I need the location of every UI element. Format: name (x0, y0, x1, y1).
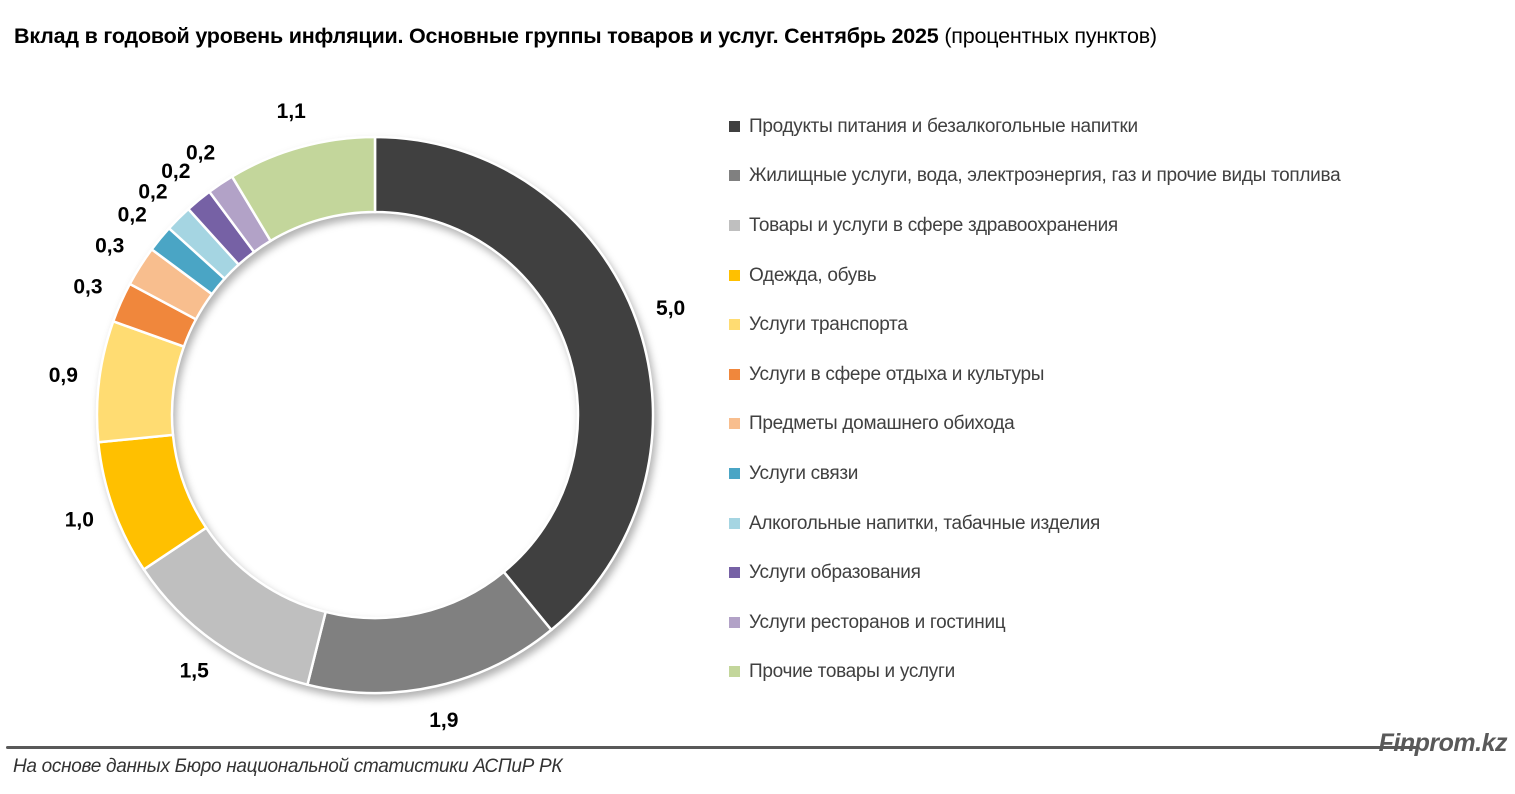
legend-swatch-icon (729, 170, 740, 182)
legend-item: Жилищные услуги, вода, электроэнергия, г… (729, 152, 1449, 202)
legend-label: Предметы домашнего обихода (749, 413, 1015, 435)
legend-item: Предметы домашнего обихода (729, 400, 1449, 450)
segment-value-label: 1,0 (65, 508, 94, 531)
legend-label: Товары и услуги в сфере здравоохранения (749, 214, 1118, 236)
legend-item: Прочие товары и услуги (729, 648, 1449, 698)
segment-value-label: 0,3 (73, 275, 102, 298)
legend: Продукты питания и безалкогольные напитк… (729, 102, 1449, 697)
legend-item: Товары и услуги в сфере здравоохранения (729, 201, 1449, 251)
legend-item: Услуги транспорта (729, 300, 1449, 350)
segment-value-label: 1,5 (180, 659, 210, 682)
legend-item: Услуги связи (729, 449, 1449, 499)
segment-value-label: 0,2 (138, 181, 167, 204)
legend-label: Жилищные услуги, вода, электроэнергия, г… (749, 165, 1341, 187)
legend-swatch-icon (729, 368, 740, 380)
legend-label: Услуги связи (749, 462, 859, 484)
legend-swatch-icon (729, 666, 740, 678)
legend-item: Одежда, обувь (729, 251, 1449, 301)
legend-swatch-icon (729, 418, 740, 430)
legend-label: Услуги ресторанов и гостиниц (749, 611, 1006, 633)
chart-title-unit: (процентных пунктов) (938, 24, 1157, 48)
chart-title-main: Вклад в годовой уровень инфляции. Основн… (14, 24, 939, 48)
legend-swatch-icon (729, 219, 740, 231)
legend-item: Продукты питания и безалкогольные напитк… (729, 102, 1449, 152)
legend-label: Услуги образования (749, 562, 921, 584)
legend-swatch-icon (729, 467, 740, 479)
legend-swatch-icon (729, 319, 740, 331)
segment-value-label: 0,2 (186, 141, 215, 164)
legend-item: Услуги ресторанов и гостиниц (729, 598, 1449, 648)
legend-item: Услуги в сфере отдыха и культуры (729, 350, 1449, 400)
legend-label: Одежда, обувь (749, 264, 877, 286)
brand-logo: Finprom.kz (1378, 729, 1508, 757)
segment-value-label: 5,0 (656, 297, 685, 320)
legend-label: Продукты питания и безалкогольные напитк… (749, 115, 1138, 137)
chart-title: Вклад в годовой уровень инфляции. Основн… (14, 24, 1504, 49)
legend-swatch-icon (729, 567, 740, 579)
legend-item: Алкогольные напитки, табачные изделия (729, 499, 1449, 549)
legend-item: Услуги образования (729, 548, 1449, 598)
donut-segment (305, 570, 554, 695)
legend-swatch-icon (729, 517, 740, 529)
legend-label: Услуги в сфере отдыха и культуры (749, 363, 1045, 385)
source-note: На основе данных Бюро национальной стати… (13, 756, 563, 777)
segment-value-label: 0,2 (118, 203, 147, 226)
segment-value-label: 0,2 (161, 160, 190, 183)
legend-label: Прочие товары и услуги (749, 661, 955, 683)
footer-divider (6, 746, 1418, 749)
legend-swatch-icon (729, 120, 740, 132)
donut-segment (373, 135, 655, 632)
segment-value-label: 0,3 (95, 235, 124, 258)
segment-value-label: 0,9 (49, 364, 78, 387)
donut-segment (230, 135, 377, 243)
legend-label: Алкогольные напитки, табачные изделия (749, 512, 1101, 534)
legend-swatch-icon (729, 269, 740, 281)
segment-value-label: 1,1 (277, 100, 307, 123)
legend-swatch-icon (729, 616, 740, 628)
legend-label: Услуги транспорта (749, 314, 908, 336)
segment-value-label: 1,9 (429, 709, 458, 732)
